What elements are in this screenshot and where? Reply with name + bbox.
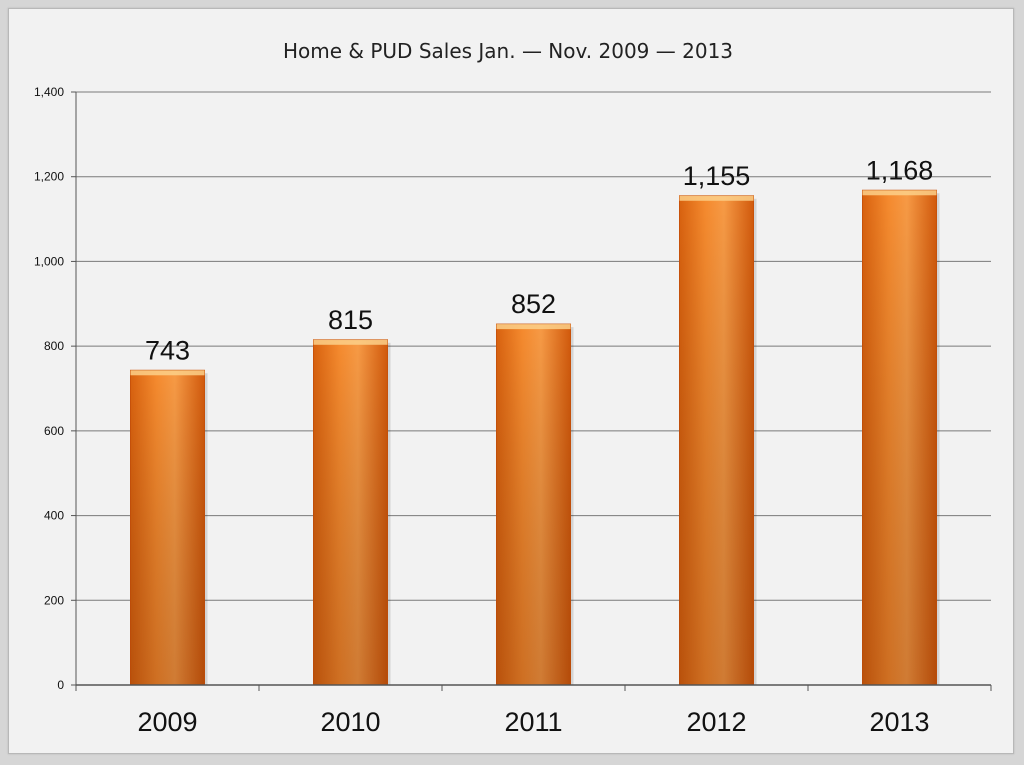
data-label: 1,168 xyxy=(866,155,934,185)
y-tick-label: 400 xyxy=(44,509,64,523)
bar-shade xyxy=(130,370,205,685)
bars xyxy=(130,189,940,686)
data-label: 852 xyxy=(511,289,556,319)
x-tick-label: 2012 xyxy=(686,707,746,737)
y-tick-label: 600 xyxy=(44,424,64,438)
data-label: 743 xyxy=(145,335,190,365)
bar-shade xyxy=(862,190,937,686)
y-tick-label: 200 xyxy=(44,593,64,607)
y-tick-label: 1,000 xyxy=(34,254,64,268)
y-tick-label: 0 xyxy=(57,678,64,692)
data-label: 1,155 xyxy=(683,161,751,191)
chart-frame: Home & PUD Sales Jan. — Nov. 2009 — 2013… xyxy=(8,8,1014,754)
y-tick-label: 800 xyxy=(44,339,64,353)
bar-top-highlight xyxy=(862,190,937,196)
bar-top-highlight xyxy=(679,195,754,201)
bar-top-highlight xyxy=(130,370,205,376)
chart-title: Home & PUD Sales Jan. — Nov. 2009 — 2013 xyxy=(283,39,733,63)
bar-top-highlight xyxy=(496,324,571,330)
bar-shade xyxy=(679,195,754,685)
axes xyxy=(71,91,992,691)
bar-shade xyxy=(313,339,388,685)
x-tick-label: 2009 xyxy=(137,707,197,737)
bar-top-highlight xyxy=(313,339,388,345)
bar-chart: Home & PUD Sales Jan. — Nov. 2009 — 2013… xyxy=(34,39,992,737)
y-tick-label: 1,200 xyxy=(34,170,64,184)
x-tick-label: 2013 xyxy=(869,707,929,737)
x-tick-label: 2011 xyxy=(504,707,562,737)
bar-shade xyxy=(496,324,571,685)
x-tick-label: 2010 xyxy=(320,707,380,737)
data-label: 815 xyxy=(328,305,373,335)
y-tick-label: 1,400 xyxy=(34,85,64,99)
labels: 0 200 400 600 800 1,000 1,200 1,400 743 2009 815 20… xyxy=(34,85,933,737)
